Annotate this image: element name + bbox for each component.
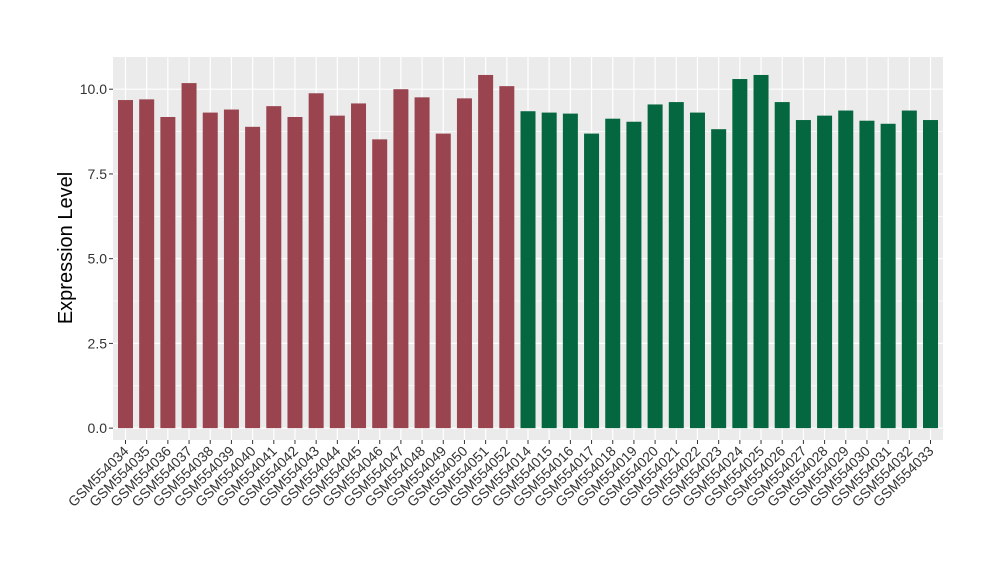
- bar-GSM554017: [584, 133, 600, 429]
- bar-GSM554048: [414, 97, 430, 429]
- bar-GSM554031: [880, 123, 896, 429]
- bar-GSM554020: [647, 104, 663, 429]
- bar-GSM554030: [859, 120, 875, 429]
- bars: [118, 74, 938, 429]
- bar-GSM554028: [817, 115, 833, 429]
- bar-GSM554021: [668, 102, 684, 429]
- bar-GSM554022: [689, 112, 705, 429]
- bar-GSM554047: [393, 89, 409, 429]
- bar-GSM554024: [732, 79, 748, 429]
- y-axis: 0.0 2.5 5.0 7.5 10.0: [80, 81, 113, 436]
- bar-GSM554038: [202, 112, 218, 429]
- bar-GSM554045: [351, 103, 367, 429]
- y-tick-label: 2.5: [88, 335, 108, 351]
- bar-GSM554023: [711, 129, 727, 429]
- bar-GSM554046: [372, 139, 388, 429]
- bar-GSM554025: [753, 74, 769, 429]
- bar-GSM554036: [160, 116, 176, 429]
- bar-GSM554039: [223, 109, 239, 429]
- bar-GSM554016: [562, 113, 578, 429]
- bar-GSM554049: [435, 133, 451, 429]
- y-tick-label: 0.0: [88, 420, 108, 436]
- x-axis: GSM554034GSM554035GSM554036GSM554037GSM5…: [65, 440, 937, 510]
- bar-GSM554015: [541, 112, 557, 429]
- bar-GSM554029: [838, 110, 854, 429]
- bar-GSM554034: [118, 100, 133, 429]
- bar-GSM554035: [139, 99, 155, 429]
- bar-GSM554050: [456, 98, 472, 429]
- y-tick-label: 5.0: [88, 251, 108, 267]
- bar-GSM554027: [795, 120, 811, 429]
- bar-GSM554044: [329, 115, 345, 429]
- bar-GSM554019: [626, 121, 642, 429]
- bar-GSM554051: [478, 74, 494, 429]
- bar-GSM554037: [181, 83, 197, 429]
- bar-GSM554040: [245, 126, 261, 429]
- bar-GSM554052: [499, 86, 515, 429]
- y-axis-title: Expression Level: [55, 172, 77, 324]
- bar-GSM554042: [287, 116, 303, 429]
- bar-GSM554018: [605, 118, 621, 429]
- y-tick-label: 7.5: [88, 166, 108, 182]
- bar-GSM554041: [266, 106, 282, 429]
- bar-GSM554033: [923, 120, 938, 429]
- y-tick-label: 10.0: [80, 81, 107, 97]
- bar-GSM554026: [774, 102, 790, 429]
- bar-GSM554032: [901, 110, 917, 429]
- bar-GSM554014: [520, 111, 536, 429]
- bar-GSM554043: [308, 93, 324, 429]
